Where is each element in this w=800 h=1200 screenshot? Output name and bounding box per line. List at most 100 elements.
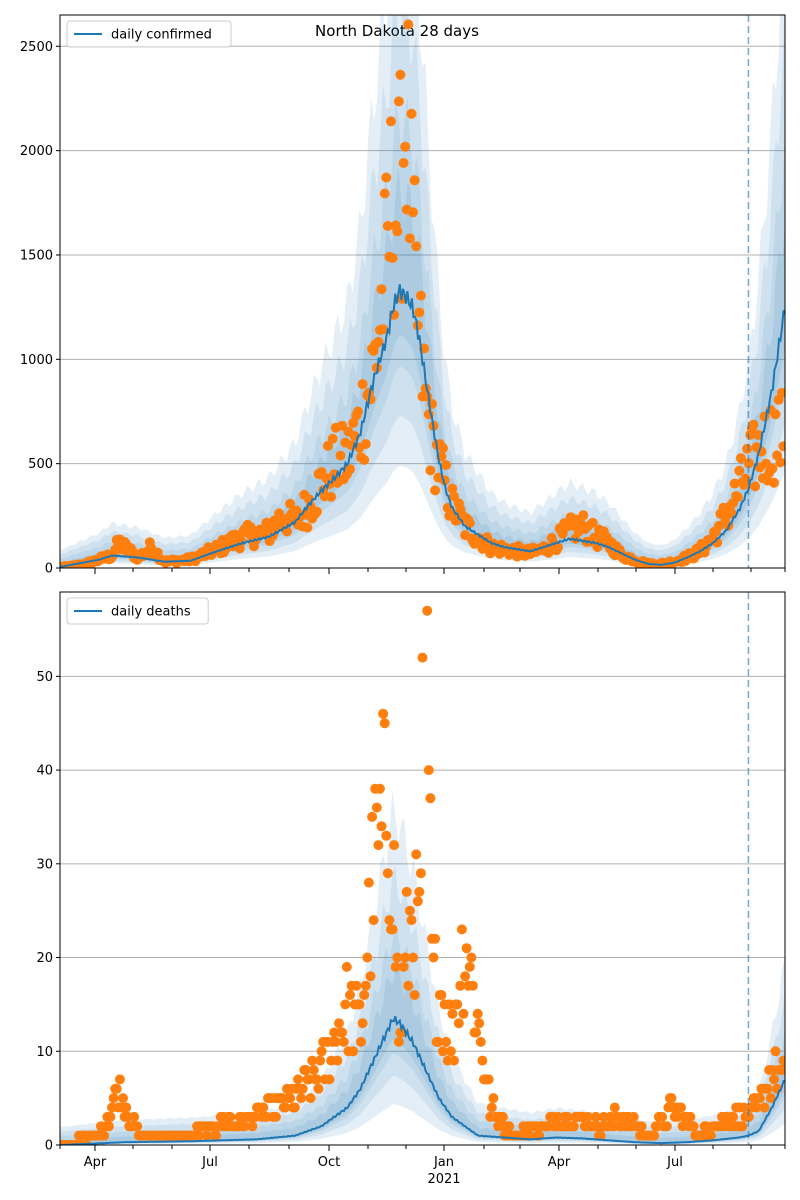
data-point <box>129 1111 140 1122</box>
data-point <box>105 1111 116 1122</box>
data-point <box>351 980 362 991</box>
data-point <box>578 510 589 521</box>
data-point <box>359 990 370 1000</box>
data-point <box>103 1121 114 1132</box>
data-point <box>359 454 370 465</box>
data-point <box>770 1046 781 1057</box>
data-point <box>311 1074 322 1085</box>
data-point <box>132 1121 143 1132</box>
data-point <box>360 439 371 450</box>
data-point <box>415 290 426 301</box>
y-tick-label: 50 <box>36 670 53 685</box>
data-point <box>345 990 355 1000</box>
data-point <box>472 1008 483 1019</box>
x-tick-label: Jul <box>666 1155 683 1170</box>
legend-label: daily confirmed <box>111 28 212 43</box>
deaths-panel: 0 10 20 30 40 50 Apr Jul Oct Jan Apr Jul 2021 daily d… <box>36 591 786 1187</box>
data-point <box>759 1102 770 1113</box>
uncertainty-band <box>60 790 785 1145</box>
data-point <box>430 485 441 496</box>
data-point <box>430 933 441 944</box>
data-point <box>334 1018 344 1029</box>
data-point <box>568 1121 579 1132</box>
data-point <box>337 1027 348 1038</box>
data-point <box>477 1055 488 1066</box>
data-point <box>778 1055 785 1066</box>
data-point <box>356 1036 366 1047</box>
data-point <box>428 952 439 963</box>
data-point <box>367 811 378 822</box>
data-point <box>400 952 411 963</box>
data-point <box>111 1083 122 1094</box>
data-point <box>455 980 466 991</box>
data-point <box>338 1036 349 1047</box>
data-point <box>449 1055 459 1066</box>
uncertainty-band <box>60 921 785 1145</box>
data-point <box>486 1102 497 1113</box>
data-point <box>553 542 563 553</box>
y-tick-label: 2500 <box>20 40 53 55</box>
x-tick-label: Apr <box>84 1155 107 1170</box>
data-point <box>392 226 403 237</box>
data-point <box>409 990 420 1000</box>
data-point <box>354 999 365 1010</box>
data-point <box>398 158 409 168</box>
data-point <box>449 491 459 502</box>
data-point <box>337 420 348 431</box>
data-point <box>460 971 471 982</box>
data-point <box>471 1027 482 1038</box>
data-point <box>225 1111 236 1122</box>
data-point <box>305 1093 316 1104</box>
data-point <box>425 793 436 804</box>
data-point <box>327 433 338 444</box>
data-point <box>743 458 754 469</box>
data-point <box>302 522 313 533</box>
x-tick-label: Jul <box>201 1155 218 1170</box>
data-point <box>456 924 467 935</box>
data-point <box>307 1055 318 1066</box>
data-point <box>497 1111 508 1122</box>
data-point <box>211 1130 221 1141</box>
y-tick-label: 30 <box>36 857 53 872</box>
data-point <box>408 952 418 963</box>
legend: daily confirmed <box>66 20 232 48</box>
data-point <box>412 896 423 907</box>
data-point <box>583 1111 593 1122</box>
x-tick-label: Oct <box>318 1155 340 1170</box>
data-point <box>466 952 477 963</box>
data-point <box>488 1093 499 1104</box>
uncertainty-band <box>60 95 785 568</box>
y-tick-label: 10 <box>36 1045 53 1060</box>
data-point <box>404 233 415 244</box>
data-point <box>326 491 337 502</box>
data-point <box>368 915 379 926</box>
data-point <box>726 508 737 519</box>
data-point <box>438 443 448 454</box>
y-tick-label: 0 <box>45 562 53 577</box>
data-point <box>734 465 745 476</box>
data-point <box>280 1102 291 1113</box>
data-point <box>322 440 333 451</box>
uncertainty-band <box>60 865 785 1145</box>
data-point <box>99 1130 110 1141</box>
data-point <box>666 1093 677 1104</box>
legend-box <box>66 597 209 625</box>
data-point <box>395 69 406 80</box>
data-point <box>300 1065 311 1075</box>
data-point <box>381 172 392 183</box>
data-point <box>403 19 414 30</box>
chart-title: North Dakota 28 days <box>315 22 479 40</box>
data-point <box>676 1102 686 1113</box>
data-point <box>378 708 389 719</box>
data-point <box>315 1055 326 1066</box>
y-tick-label: 20 <box>36 951 53 966</box>
data-point <box>258 1102 269 1113</box>
data-point <box>735 453 746 464</box>
data-point <box>293 1074 303 1085</box>
data-point <box>441 460 452 471</box>
data-point <box>324 1074 335 1085</box>
data-point <box>362 952 373 963</box>
data-point <box>753 430 764 440</box>
data-point <box>770 409 781 420</box>
data-point <box>464 961 475 972</box>
